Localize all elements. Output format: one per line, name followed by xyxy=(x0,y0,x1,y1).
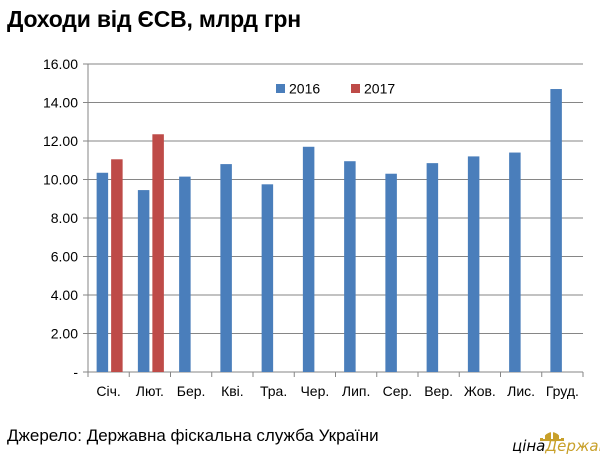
legend-label-2017: 2017 xyxy=(364,81,395,97)
y-tick-label: 12.00 xyxy=(43,133,78,149)
y-tick-label: 10.00 xyxy=(43,172,78,188)
y-tick-labels: - 2.00 4.00 6.00 8.00 10.00 12.00 14.00 16.00 xyxy=(43,56,78,380)
legend-swatch-2016 xyxy=(276,84,285,93)
x-tick-label: Лис. xyxy=(507,383,535,399)
y-tick-label: 16.00 xyxy=(43,56,78,72)
bars xyxy=(96,89,562,373)
x-tick-labels: Січ. Лют. Бер. Кві. Тра. Чер. Лип. Сер. Вер. Жов.… xyxy=(96,383,578,399)
x-tick-label: Лют. xyxy=(136,383,164,399)
cina-derzhavy-logo: цінаДержави xyxy=(512,423,600,459)
legend-swatch-2017 xyxy=(351,84,360,93)
axes xyxy=(83,63,584,377)
bar-2016-2 xyxy=(137,190,150,372)
y-tick-label: - xyxy=(73,364,78,380)
y-tick-label: 6.00 xyxy=(51,249,78,265)
x-tick-label: Сер. xyxy=(383,383,413,399)
legend-label-2016: 2016 xyxy=(289,81,320,97)
bar-2016-3 xyxy=(179,176,191,372)
y-tick-label: 2.00 xyxy=(51,326,78,342)
x-tick-label: Вер. xyxy=(424,383,453,399)
bar-2016-1 xyxy=(96,172,109,372)
y-tick-label: 14.00 xyxy=(43,95,78,111)
x-tick-label: Січ. xyxy=(96,383,120,399)
x-tick-label: Тра. xyxy=(260,383,287,399)
bar-2016-11 xyxy=(509,152,521,372)
legend: 2016 2017 xyxy=(276,81,395,97)
grid-lines xyxy=(88,63,583,334)
dome-icon xyxy=(540,431,564,441)
bar-2017-2 xyxy=(152,134,164,372)
x-tick-label: Груд. xyxy=(546,383,579,399)
bar-2016-5 xyxy=(261,184,274,372)
x-tick-label: Бер. xyxy=(177,383,206,399)
bar-2016-7 xyxy=(344,161,356,372)
bar-2017-1 xyxy=(111,159,123,372)
x-tick-label: Чер. xyxy=(300,383,329,399)
chart-title: Доходи від ЄСВ, млрд грн xyxy=(7,6,301,32)
bar-2016-9 xyxy=(426,163,439,372)
bar-2016-8 xyxy=(385,173,397,372)
y-tick-label: 8.00 xyxy=(51,210,78,226)
x-tick-label: Жов. xyxy=(464,383,496,399)
y-tick-label: 4.00 xyxy=(51,287,78,303)
bar-2016-4 xyxy=(220,164,232,372)
bar-2016-12 xyxy=(550,89,562,373)
bar-2016-10 xyxy=(467,156,480,372)
bar-2016-6 xyxy=(302,146,315,372)
x-tick-label: Кві. xyxy=(221,383,244,399)
source-note: Джерело: Державна фіскальна служба Украї… xyxy=(7,426,379,445)
bar-chart: - 2.00 4.00 6.00 8.00 10.00 12.00 14.00 16.00 Сі… xyxy=(43,56,584,399)
x-tick-label: Лип. xyxy=(342,383,370,399)
